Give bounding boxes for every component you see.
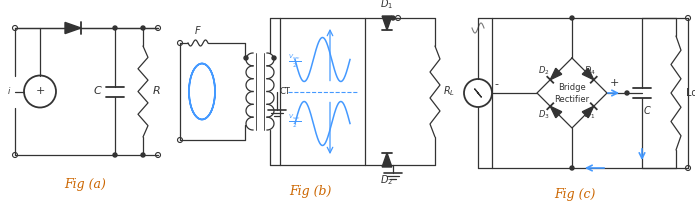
Text: Fig (b): Fig (b) [289,185,332,198]
Circle shape [570,166,574,170]
Text: +: + [610,78,619,88]
Text: R: R [153,86,161,96]
Polygon shape [582,68,594,80]
Text: $\frac{V_{sec}}{2}$: $\frac{V_{sec}}{2}$ [288,53,301,70]
Text: -: - [494,79,498,89]
Circle shape [141,26,145,30]
Text: $\frac{V_{sec}}{2}$: $\frac{V_{sec}}{2}$ [288,113,301,130]
Text: Fig (a): Fig (a) [64,178,106,191]
Circle shape [391,16,395,20]
Text: $D_1$: $D_1$ [584,109,596,121]
Text: Rectifier: Rectifier [555,94,589,103]
Polygon shape [582,106,594,118]
Polygon shape [382,16,392,30]
Circle shape [625,91,629,95]
Text: +: + [35,86,44,96]
Circle shape [272,56,276,60]
Text: $D_2$: $D_2$ [380,173,393,187]
Text: $D_2$: $D_2$ [539,65,550,77]
Text: i: i [8,87,10,96]
Text: $D_3$: $D_3$ [538,109,550,121]
Polygon shape [550,68,562,80]
Text: Fig (c): Fig (c) [555,188,596,201]
Text: C: C [93,86,101,96]
Text: Bridge: Bridge [558,82,586,92]
Circle shape [141,153,145,157]
Polygon shape [382,153,392,167]
Text: $D_1$: $D_1$ [380,0,393,11]
Text: F: F [195,26,201,36]
Text: CT: CT [279,87,290,96]
Polygon shape [550,106,562,118]
Circle shape [244,56,248,60]
Text: $D_4$: $D_4$ [584,65,596,77]
Text: C: C [644,106,651,116]
Circle shape [113,26,117,30]
Circle shape [113,153,117,157]
Text: Load: Load [686,88,695,98]
Circle shape [570,16,574,20]
Text: $R_L$: $R_L$ [443,85,455,98]
Polygon shape [65,22,81,34]
